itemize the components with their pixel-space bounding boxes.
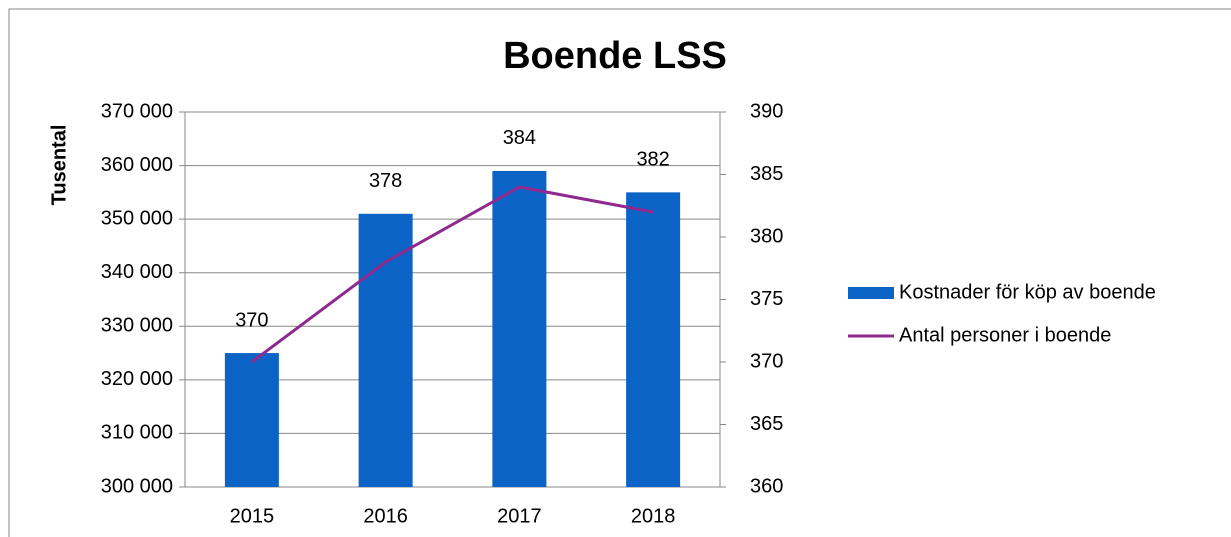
data-label: 378 [369,170,402,192]
chart-title: Boende LSS [503,35,727,77]
y-tick-label: 340 000 [101,261,173,283]
bar [358,213,413,488]
y-tick-label: 310 000 [101,422,173,444]
data-label: 382 [636,149,669,171]
y2-tick-label: 370 [750,350,783,372]
y-tick-label: 330 000 [101,315,173,337]
x-tick-label: 2015 [230,505,275,527]
bar [626,192,681,487]
y2-tick-label: 375 [750,288,783,310]
y2-tick-label: 385 [750,163,783,185]
legend-swatch [848,287,894,299]
y-tick-label: 320 000 [101,368,173,390]
legend-label: Antal personer i boende [899,324,1111,346]
data-label: 370 [235,309,268,331]
line [250,185,654,364]
chart-border [8,8,1231,537]
y-tick-label: 360 000 [101,154,173,176]
x-tick-label: 2017 [497,505,542,527]
x-tick-label: 2018 [631,505,676,527]
legend-label: Kostnader för köp av boende [899,281,1156,303]
y-tick-label: 300 000 [101,475,173,497]
y2-tick-label: 380 [750,225,783,247]
data-label: 384 [503,127,536,149]
bar [224,353,279,487]
y-axis-title: Tusental [48,125,70,206]
y2-tick-label: 360 [750,475,783,497]
bar [492,170,547,487]
y-tick-label: 350 000 [101,207,173,229]
y2-tick-label: 390 [750,100,783,122]
x-tick-label: 2016 [363,505,408,527]
y-tick-label: 370 000 [101,100,173,122]
y2-tick-label: 365 [750,413,783,435]
